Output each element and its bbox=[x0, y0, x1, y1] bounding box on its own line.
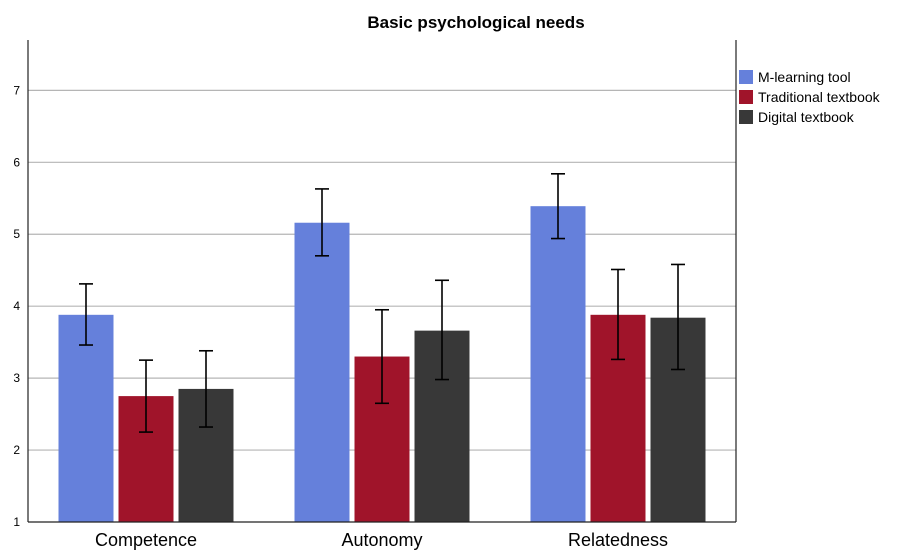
legend-label: Traditional textbook bbox=[758, 89, 881, 105]
x-category-label: Autonomy bbox=[341, 530, 422, 550]
bars bbox=[58, 206, 706, 523]
y-tick-label: 6 bbox=[13, 155, 20, 169]
y-tick-label: 1 bbox=[13, 515, 20, 529]
y-tick-label: 5 bbox=[13, 227, 20, 241]
legend-swatch bbox=[739, 70, 753, 84]
y-tick-label: 2 bbox=[13, 443, 20, 457]
y-tick-label: 3 bbox=[13, 371, 20, 385]
legend: M-learning tool Traditional textbook Digit… bbox=[739, 69, 881, 125]
x-category-label: Competence bbox=[95, 530, 197, 550]
x-category-label: Relatedness bbox=[568, 530, 668, 550]
bar bbox=[530, 206, 586, 523]
axes bbox=[27, 40, 737, 523]
chart-title: Basic psychological needs bbox=[367, 13, 584, 32]
legend-swatch bbox=[739, 90, 753, 104]
error-bars bbox=[79, 173, 685, 433]
legend-label: M-learning tool bbox=[758, 69, 851, 85]
y-tick-label: 4 bbox=[13, 299, 20, 313]
legend-label: Digital textbook bbox=[758, 109, 855, 125]
bar bbox=[294, 222, 350, 522]
legend-swatch bbox=[739, 110, 753, 124]
y-axis-ticks: 1 2 3 4 5 6 7 bbox=[13, 83, 20, 529]
x-axis-labels: Competence Autonomy Relatedness bbox=[95, 530, 668, 550]
bar bbox=[58, 314, 114, 522]
y-tick-label: 7 bbox=[13, 83, 20, 97]
